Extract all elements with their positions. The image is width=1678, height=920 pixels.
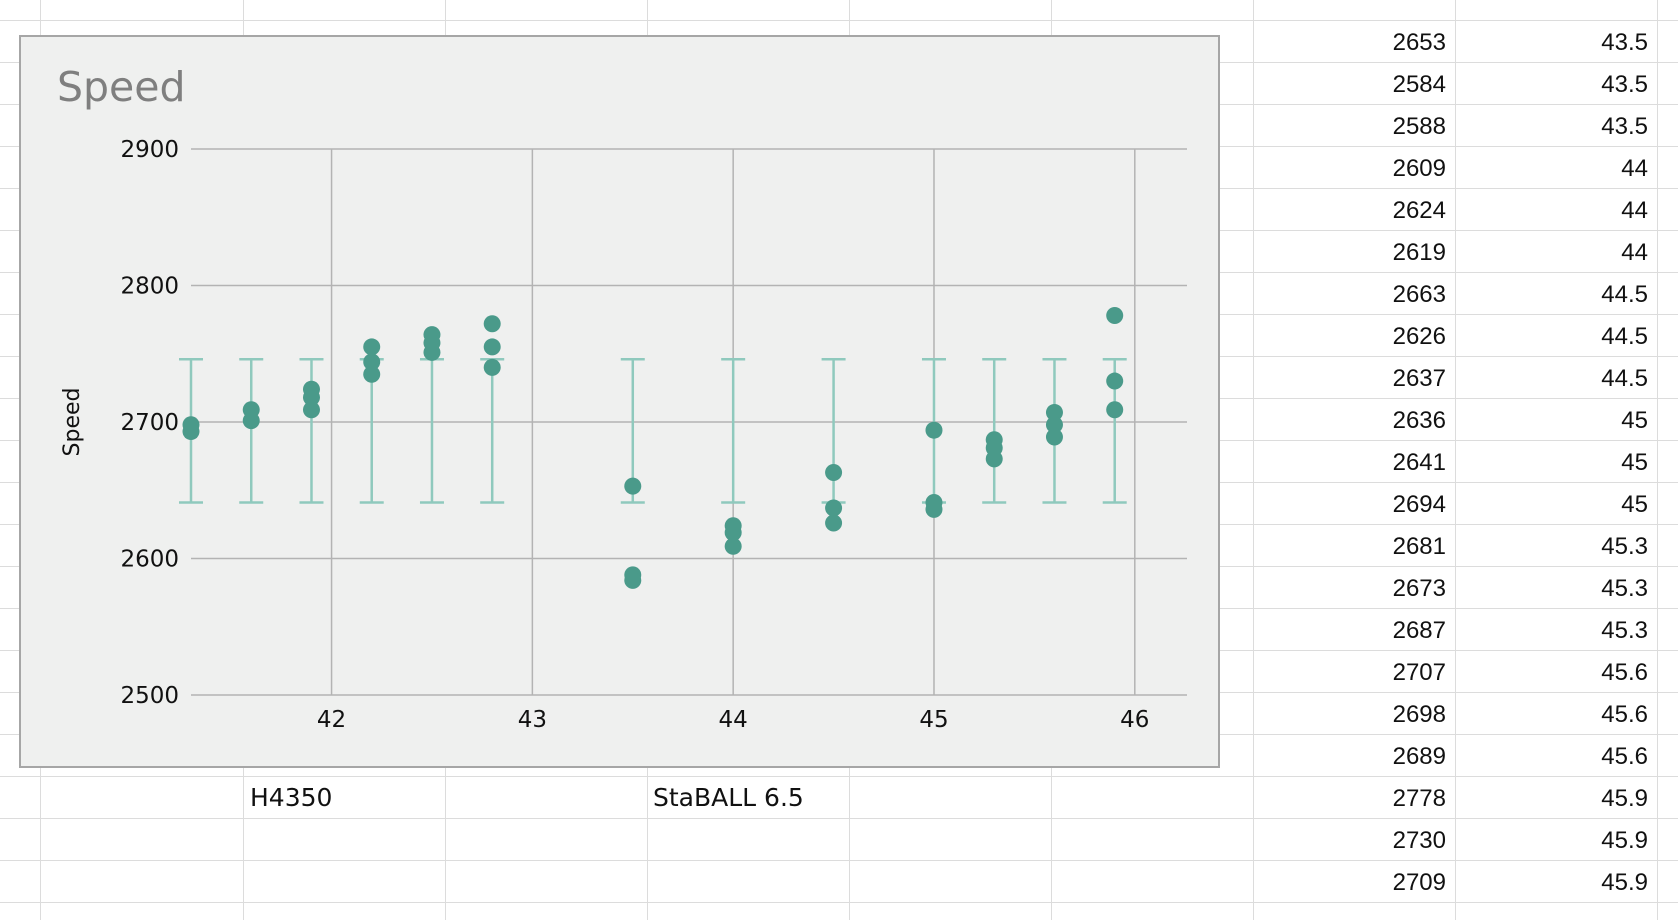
table-cell-speed[interactable]: 2694: [1392, 491, 1446, 518]
data-point: [363, 365, 381, 383]
x-tick-label: 45: [919, 707, 948, 733]
data-point: [483, 315, 501, 333]
table-cell-charge[interactable]: 43.5: [1601, 29, 1648, 56]
table-cell-charge[interactable]: 45.9: [1601, 827, 1648, 854]
table-cell-speed[interactable]: 2663: [1392, 281, 1446, 308]
table-cell-charge[interactable]: 44.5: [1601, 323, 1648, 350]
chart-plot: 2500 2600 2700 2800 2900 42 43 44 45 46 Speed: [60, 137, 1187, 733]
table-cell-speed[interactable]: 2730: [1392, 827, 1446, 854]
x-tick-label: 43: [518, 707, 547, 733]
table-cell-charge[interactable]: 45.3: [1601, 575, 1648, 602]
data-point: [302, 388, 320, 406]
table-cell-speed[interactable]: 2637: [1392, 365, 1446, 392]
data-point: [1106, 307, 1124, 325]
speed-chart[interactable]: Speed 2500 2600 2700 2800 2900 42 43 44 45 46 Spee…: [19, 35, 1220, 768]
table-cell-speed[interactable]: 2609: [1392, 155, 1446, 182]
table-cell-speed[interactable]: 2636: [1392, 407, 1446, 434]
table-cell-speed[interactable]: 2698: [1392, 701, 1446, 728]
table-cell-charge[interactable]: 44.5: [1601, 365, 1648, 392]
cell-label-h4350[interactable]: H4350: [250, 783, 333, 812]
data-point: [423, 343, 441, 361]
data-point: [925, 500, 943, 518]
data-point: [1106, 372, 1124, 390]
data-point: [363, 338, 381, 356]
x-tick-label: 46: [1120, 707, 1149, 733]
data-point: [1106, 401, 1124, 419]
table-cell-charge[interactable]: 45: [1621, 491, 1648, 518]
table-cell-charge[interactable]: 44: [1621, 155, 1648, 182]
table-cell-speed[interactable]: 2687: [1392, 617, 1446, 644]
data-point: [363, 353, 381, 371]
table-cell-speed[interactable]: 2778: [1392, 785, 1446, 812]
table-cell-charge[interactable]: 44: [1621, 239, 1648, 266]
data-point: [724, 524, 742, 542]
table-cell-charge[interactable]: 45.6: [1601, 743, 1648, 770]
table-cell-charge[interactable]: 45.3: [1601, 533, 1648, 560]
table-cell-speed[interactable]: 2626: [1392, 323, 1446, 350]
x-tick-label: 42: [317, 707, 346, 733]
y-tick-label: 2700: [120, 410, 179, 436]
data-point: [242, 412, 260, 430]
data-point: [825, 499, 843, 517]
data-point: [724, 537, 742, 555]
y-tick-label: 2800: [120, 274, 179, 300]
data-point: [825, 464, 843, 482]
cell-label-staball[interactable]: StaBALL 6.5: [653, 783, 804, 812]
x-tick-label: 44: [719, 707, 748, 733]
table-cell-speed[interactable]: 2673: [1392, 575, 1446, 602]
table-cell-speed[interactable]: 2689: [1392, 743, 1446, 770]
data-point: [1045, 428, 1063, 446]
table-cell-charge[interactable]: 45.3: [1601, 617, 1648, 644]
table-cell-charge[interactable]: 45.6: [1601, 659, 1648, 686]
table-cell-speed[interactable]: 2619: [1392, 239, 1446, 266]
data-point: [925, 421, 943, 439]
table-cell-speed[interactable]: 2707: [1392, 659, 1446, 686]
table-cell-speed[interactable]: 2641: [1392, 449, 1446, 476]
data-point: [483, 338, 501, 356]
y-axis-label: Speed: [60, 388, 85, 457]
table-cell-speed[interactable]: 2584: [1392, 71, 1446, 98]
table-cell-charge[interactable]: 45.9: [1601, 869, 1648, 896]
y-tick-label: 2600: [120, 547, 179, 573]
table-cell-charge[interactable]: 45: [1621, 407, 1648, 434]
data-point: [1045, 416, 1063, 434]
data-point: [182, 423, 200, 441]
data-point: [985, 450, 1003, 468]
table-cell-speed[interactable]: 2681: [1392, 533, 1446, 560]
table-cell-speed[interactable]: 2709: [1392, 869, 1446, 896]
chart-title: Speed: [57, 63, 186, 111]
table-cell-charge[interactable]: 45.9: [1601, 785, 1648, 812]
data-point: [483, 358, 501, 376]
data-point: [624, 571, 642, 589]
table-cell-charge[interactable]: 43.5: [1601, 71, 1648, 98]
table-cell-speed[interactable]: 2588: [1392, 113, 1446, 140]
table-cell-charge[interactable]: 44: [1621, 197, 1648, 224]
table-cell-charge[interactable]: 44.5: [1601, 281, 1648, 308]
table-cell-charge[interactable]: 43.5: [1601, 113, 1648, 140]
table-cell-speed[interactable]: 2624: [1392, 197, 1446, 224]
data-point: [1045, 403, 1063, 421]
y-tick-label: 2500: [120, 683, 179, 709]
y-tick-label: 2900: [120, 137, 179, 163]
data-point: [302, 401, 320, 419]
data-point: [624, 477, 642, 495]
table-cell-speed[interactable]: 2653: [1392, 29, 1446, 56]
data-point: [825, 514, 843, 532]
table-cell-charge[interactable]: 45.6: [1601, 701, 1648, 728]
table-cell-charge[interactable]: 45: [1621, 449, 1648, 476]
